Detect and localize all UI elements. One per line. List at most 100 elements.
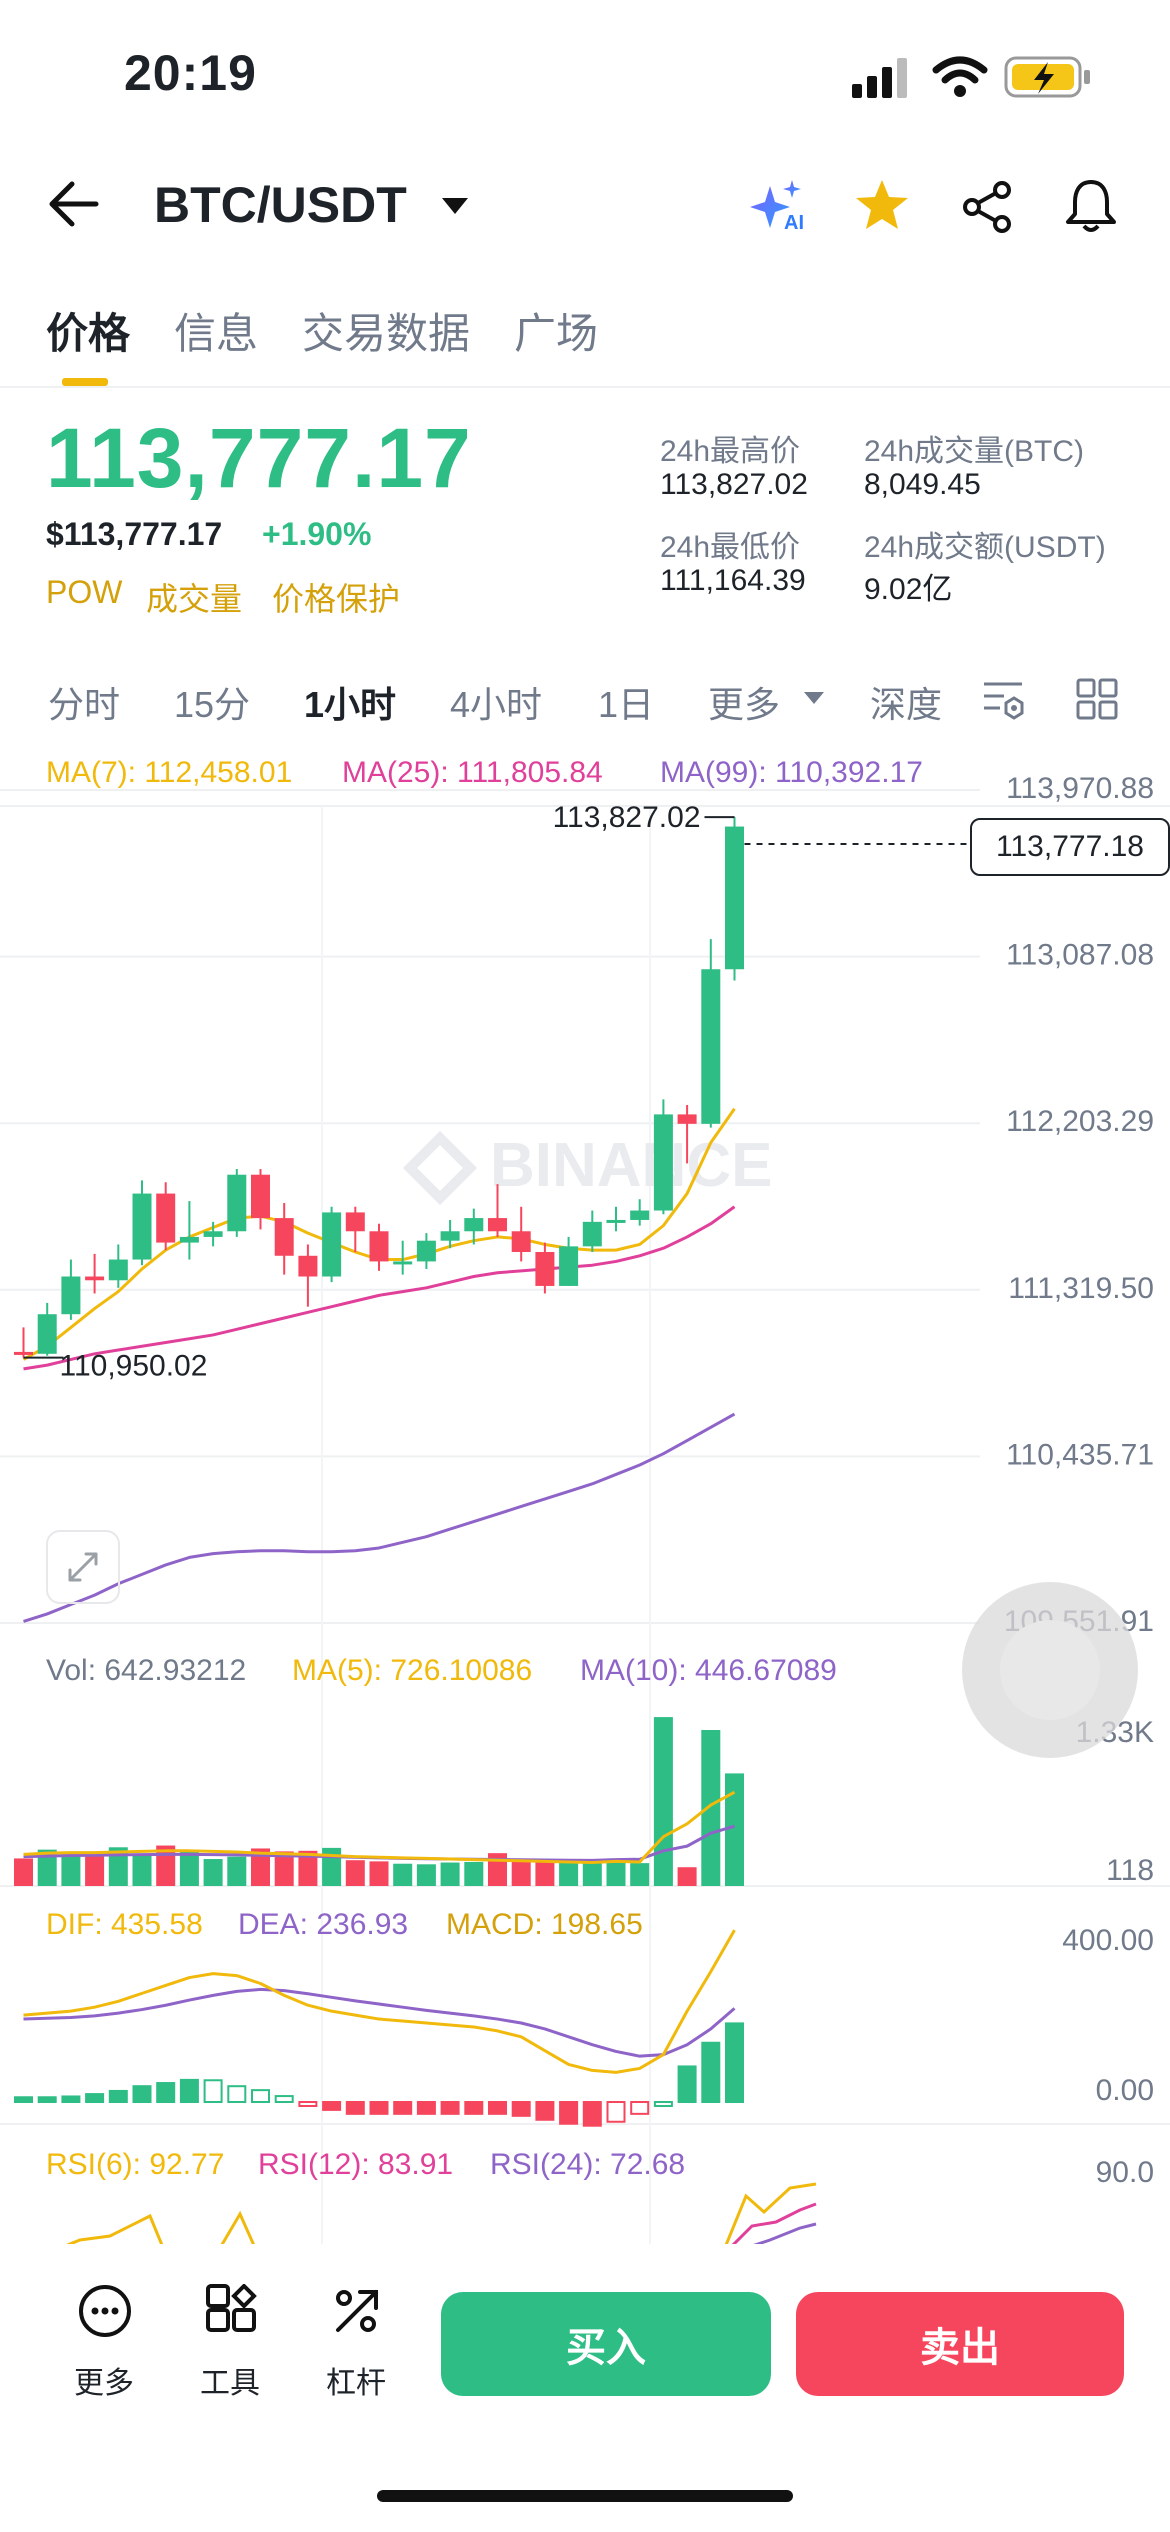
macd-histogram-bar (227, 2085, 247, 2103)
signal-icon (852, 58, 907, 98)
volume-axis-tick: 118 (1106, 1854, 1154, 1887)
low-price-label: 110,950.02 (60, 1350, 208, 1383)
stat-24h-low-value: 111,164.39 (660, 564, 806, 597)
layout-grid-icon[interactable] (1076, 678, 1118, 720)
macd-value-label: MACD: 198.65 (446, 1908, 643, 1941)
ma7-label: MA(7): 112,458.01 (46, 756, 293, 789)
binance-watermark: BINANCE (490, 1131, 772, 1200)
tag-volume[interactable]: 成交量 (146, 581, 243, 617)
pair-dropdown-icon[interactable] (440, 196, 470, 216)
candle-body (416, 1240, 436, 1262)
volume-bar (274, 1851, 294, 1886)
tag-price-protection[interactable]: 价格保护 (272, 581, 401, 617)
interval-timeline[interactable]: 分时 (48, 684, 121, 725)
volume-bar (582, 1863, 602, 1886)
macd-histogram-bar (559, 2101, 579, 2125)
macd-histogram-bar (251, 2089, 270, 2103)
interval-15m[interactable]: 15分 (174, 684, 251, 725)
candle-body (559, 1246, 579, 1286)
more-button[interactable]: 更多 (54, 2284, 154, 2404)
macd-histogram-bar (701, 2041, 721, 2103)
interval-4h[interactable]: 4小时 (450, 684, 543, 725)
candle-body (179, 1236, 199, 1243)
candle-body (677, 1114, 697, 1124)
binance-watermark-logo (402, 1130, 478, 1206)
macd-histogram-bar (653, 2101, 673, 2107)
buy-button[interactable]: 买入 (441, 2292, 771, 2396)
tab-trading-data[interactable]: 交易数据 (302, 310, 471, 357)
notification-bell-icon[interactable] (1064, 176, 1118, 236)
macd-histogram-bar (511, 2101, 531, 2117)
candle-body (132, 1193, 152, 1260)
volume-bar (677, 1867, 697, 1886)
volume-bar (416, 1864, 436, 1886)
ma25-line (23, 1205, 736, 1371)
macd-histogram-bar (535, 2101, 555, 2121)
macd-histogram-bar (298, 2101, 318, 2107)
leverage-button[interactable]: 杠杆 (306, 2284, 406, 2404)
interval-1h[interactable]: 1小时 (304, 684, 397, 725)
macd-histogram-bar (416, 2101, 436, 2115)
macd-histogram-bar (132, 2085, 152, 2103)
volume-bar (630, 1863, 650, 1886)
leverage-icon (336, 2290, 378, 2332)
volume-ma10-label: MA(10): 446.67089 (580, 1654, 837, 1687)
fullscreen-button[interactable] (46, 1530, 120, 1604)
interval-more-dropdown-icon[interactable] (802, 690, 826, 706)
macd-histogram-bar (322, 2101, 342, 2111)
macd-axis-tick: 0.00 (1096, 2074, 1154, 2107)
macd-histogram-bar (274, 2095, 294, 2103)
favorite-star-icon[interactable] (854, 178, 910, 232)
volume-bar (701, 1730, 721, 1886)
tag-pow[interactable]: POW (46, 574, 123, 610)
price-chart[interactable]: 113,970.88 113,087.08 112,203.29 111,319.50… (0, 744, 1170, 2244)
rsi-axis-tick: 90.0 (1096, 2156, 1154, 2189)
macd-histogram-bar (179, 2078, 199, 2103)
rsi6-label: RSI(6): 92.77 (46, 2148, 225, 2181)
share-icon[interactable] (960, 180, 1014, 234)
tools-button[interactable]: 工具 (180, 2284, 280, 2404)
volume-bar (535, 1861, 555, 1886)
volume-bar (298, 1850, 318, 1886)
volume-bar (203, 1859, 223, 1886)
rsi24-label: RSI(24): 72.68 (490, 2148, 686, 2181)
candle-body (725, 826, 744, 970)
volume-bar (132, 1854, 152, 1886)
rsi6-line (724, 2182, 817, 2244)
tab-square[interactable]: 广场 (514, 310, 599, 357)
sell-button[interactable]: 卖出 (796, 2292, 1124, 2396)
home-indicator (377, 2490, 793, 2502)
back-arrow-icon[interactable] (48, 180, 100, 228)
volume-label: Vol: 642.93212 (46, 1654, 247, 1687)
stat-24h-turnover-usdt-label: 24h成交额(USDT) (864, 531, 1106, 564)
depth-button[interactable]: 深度 (870, 684, 943, 725)
macd-axis-tick: 400.00 (1062, 1924, 1154, 1957)
candle-body (582, 1221, 602, 1247)
volume-bar (559, 1862, 579, 1886)
tab-price[interactable]: 价格 (46, 310, 131, 357)
macd-histogram-bar (85, 2093, 105, 2104)
tab-info[interactable]: 信息 (174, 310, 259, 357)
leverage-label: 杠杆 (326, 2367, 386, 2400)
indicator-settings-icon[interactable] (980, 676, 1026, 722)
ai-assistant-button[interactable]: AI (748, 178, 808, 238)
macd-histogram-bar (725, 2022, 744, 2104)
macd-histogram-bar (203, 2079, 223, 2103)
macd-histogram-bar (14, 2096, 33, 2104)
volume-bar (393, 1863, 413, 1886)
macd-histogram-bar (440, 2101, 460, 2115)
candle-body (156, 1193, 176, 1243)
volume-bar (345, 1860, 365, 1886)
candle-body (440, 1231, 460, 1241)
candle-body (251, 1174, 270, 1219)
price-axis-tick: 111,319.50 (1008, 1272, 1154, 1305)
trading-pair-title[interactable]: BTC/USDT (154, 177, 407, 233)
macd-histogram-bar (108, 2089, 128, 2103)
interval-more[interactable]: 更多 (708, 684, 781, 725)
stat-24h-high-label: 24h最高价 (660, 435, 801, 468)
tools-grid-icon (206, 2284, 257, 2332)
macd-histogram-bar (61, 2095, 81, 2103)
macd-histogram-bar (369, 2101, 389, 2115)
volume-bar (464, 1861, 484, 1886)
interval-1d[interactable]: 1日 (598, 684, 655, 725)
